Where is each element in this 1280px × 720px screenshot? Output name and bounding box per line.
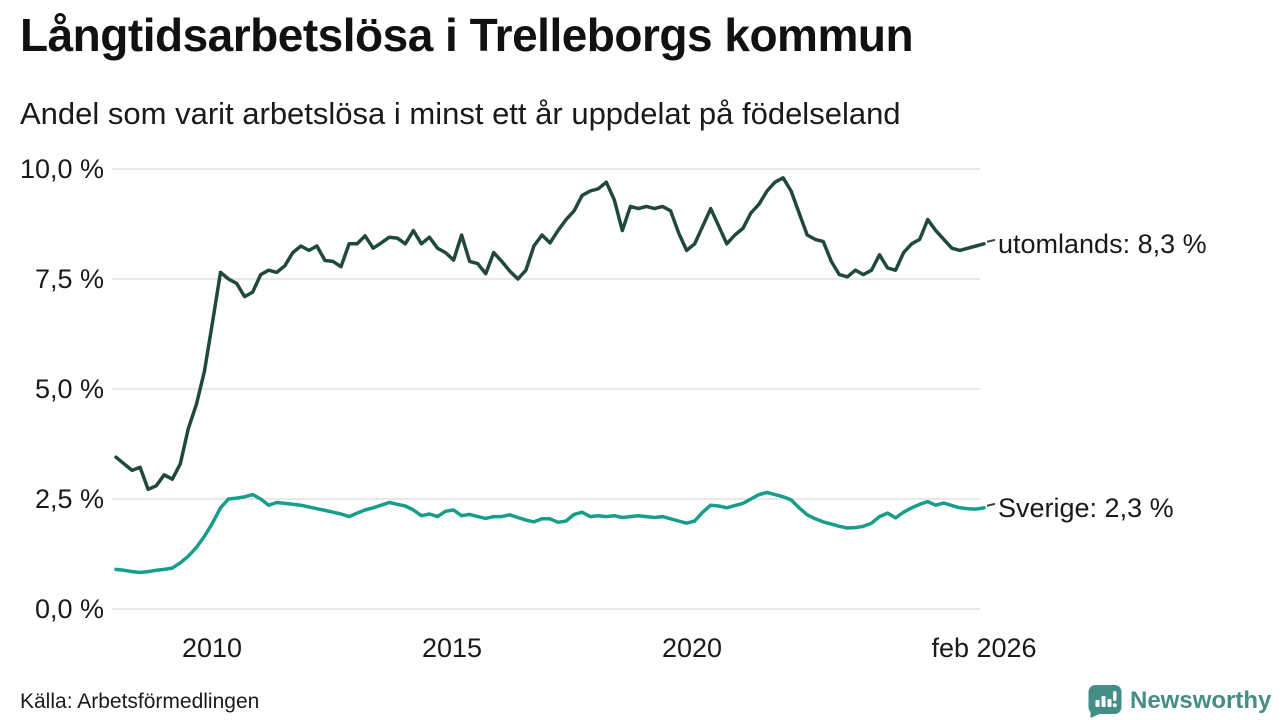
y-axis-tick-label: 10,0 % — [20, 154, 104, 184]
utomlands-line — [114, 176, 986, 492]
chart-title: Långtidsarbetslösa i Trelleborgs kommun — [20, 9, 914, 61]
y-axis-tick-label: 7,5 % — [35, 264, 104, 294]
brand-name: Newsworthy — [1130, 687, 1272, 714]
sverige-end-label: Sverige: 2,3 % — [998, 493, 1174, 523]
x-axis-tick-label: 2015 — [422, 633, 482, 663]
sverige-line — [114, 490, 986, 575]
source-note: Källa: Arbetsförmedlingen — [20, 690, 260, 713]
y-axis-tick-label: 2,5 % — [35, 484, 104, 514]
newsworthy-logo: Newsworthy — [1086, 684, 1271, 718]
x-axis-tick-label: feb 2026 — [931, 633, 1036, 663]
x-axis-tick-label: 2020 — [662, 633, 722, 663]
bar-chart-pin-icon — [1088, 685, 1122, 718]
y-axis-tick-label: 5,0 % — [35, 374, 104, 404]
y-axis-tick-label: 0,0 % — [35, 594, 104, 624]
utomlands-end-label: utomlands: 8,3 % — [998, 229, 1207, 259]
label-leader-tick — [986, 238, 996, 243]
x-axis-tick-label: 2010 — [182, 633, 242, 663]
line-chart: 10,0 % 7,5 % 5,0 % 2,5 % 0,0 % 2010 2015 2020 fe… — [20, 154, 1207, 663]
chart-subtitle: Andel som varit arbetslösa i minst ett å… — [20, 96, 901, 131]
label-leader-tick — [986, 502, 996, 507]
